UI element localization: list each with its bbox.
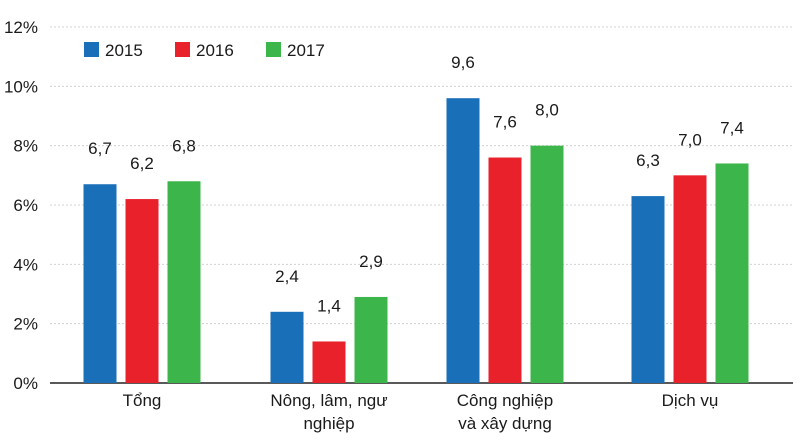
bar-2015: [446, 98, 480, 383]
bar-2017: [167, 181, 201, 383]
data-labels: 6,7 2,4 9,6 6,3 6,2 1,4 7,6 7,0 6,8 2,9 8,0 7,4: [88, 53, 744, 315]
x-axis-categories: Tổng Nông, lâm, ngư nghiệp Công nghiệp và xâ…: [123, 391, 719, 433]
bar-2016: [673, 175, 707, 383]
legend: 2015 2016 2017: [84, 41, 325, 60]
y-tick-label: 0%: [13, 374, 38, 393]
legend-label-2016: 2016: [196, 41, 234, 60]
bars: [83, 98, 749, 383]
category-label: và xây dựng: [458, 414, 552, 433]
bar-2017: [530, 145, 564, 383]
data-label: 7,4: [720, 118, 744, 137]
data-label: 8,0: [535, 101, 559, 120]
bar-2016: [125, 199, 159, 383]
bar-2015: [83, 184, 117, 383]
legend-swatch-2017: [266, 42, 281, 57]
legend-swatch-2016: [175, 42, 190, 57]
legend-label-2015: 2015: [105, 41, 143, 60]
y-tick-label: 4%: [13, 255, 38, 274]
category-label: Tổng: [123, 391, 162, 410]
bar-2016: [312, 341, 346, 383]
y-tick-label: 10%: [4, 77, 38, 96]
data-label: 7,0: [678, 130, 702, 149]
data-label: 2,9: [359, 252, 383, 271]
category-label: nghiệp: [303, 414, 354, 433]
data-label: 7,6: [493, 113, 517, 132]
bar-2015: [631, 196, 665, 383]
bar-2017: [354, 296, 388, 383]
category-label: Nông, lâm, ngư: [270, 391, 387, 410]
data-label: 2,4: [275, 267, 299, 286]
y-tick-label: 6%: [13, 196, 38, 215]
y-tick-label: 8%: [13, 137, 38, 156]
y-tick-label: 12%: [4, 18, 38, 37]
category-label: Dịch vụ: [662, 391, 719, 410]
legend-label-2017: 2017: [287, 41, 325, 60]
bar-2015: [270, 311, 304, 383]
bar-2017: [715, 163, 749, 383]
y-axis-ticks: 0% 2% 4% 6% 8% 10% 12%: [4, 18, 38, 393]
data-label: 6,7: [88, 139, 112, 158]
data-label: 1,4: [317, 296, 341, 315]
data-label: 6,2: [130, 154, 154, 173]
data-label: 6,3: [636, 151, 660, 170]
data-label: 9,6: [451, 53, 475, 72]
category-label: Công nghiệp: [457, 391, 553, 410]
data-label: 6,8: [172, 136, 196, 155]
bar-2016: [488, 157, 522, 383]
legend-swatch-2015: [84, 42, 99, 57]
y-tick-label: 2%: [13, 315, 38, 334]
